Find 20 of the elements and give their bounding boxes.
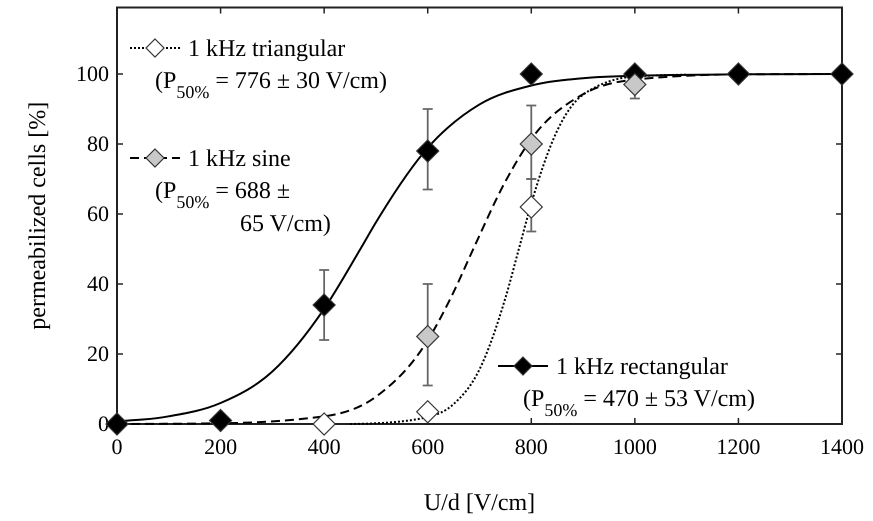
y-tick-label: 80 [87, 131, 109, 156]
annotation: (P$_{50%}$ = 776 ± 30 V/cm) [155, 68, 387, 102]
y-tick-label: 40 [87, 271, 109, 296]
x-tick-label: 600 [411, 434, 444, 459]
y-tick-label: 100 [76, 61, 109, 86]
x-tick-label: 400 [308, 434, 341, 459]
y-tick-label: 60 [87, 201, 109, 226]
x-tick-label: 1200 [716, 434, 760, 459]
x-tick-label: 1400 [820, 434, 864, 459]
y-tick-label: 20 [87, 341, 109, 366]
legend-label: 1 kHz rectangular [556, 354, 728, 380]
annotation: (P$_{50%}$ = 470 ± 53 V/cm) [523, 386, 755, 420]
legend-label: 1 kHz sine [188, 146, 291, 172]
annotation: (P$_{50%}$ = 688 ± 65 V/cm) [155, 178, 331, 237]
x-axis-title: U/d [V/cm] [424, 490, 536, 516]
x-tick-label: 800 [514, 434, 548, 459]
legend-label: 1 kHz triangular [188, 36, 346, 62]
x-tick-label: 200 [204, 434, 238, 459]
x-tick-label: 1000 [612, 434, 657, 459]
y-axis-title: permeabilized cells [%] [25, 102, 51, 330]
